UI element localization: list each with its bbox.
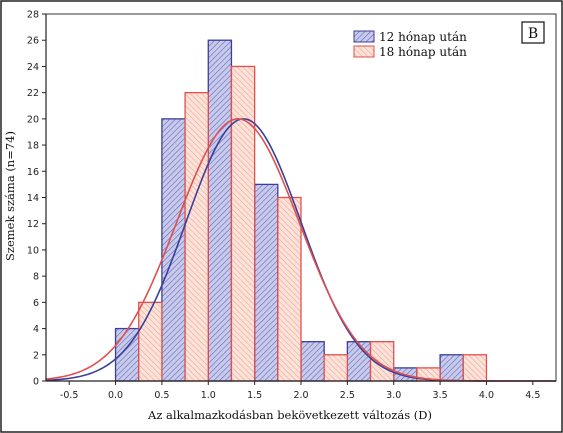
y-tick-label: 24: [27, 62, 39, 73]
x-tick-label: -0.5: [60, 390, 79, 401]
x-tick-label: 4.5: [525, 390, 540, 401]
x-tick-label: 1.0: [201, 390, 216, 401]
panel-label-box: B: [521, 21, 545, 44]
bar-18-2: [230, 65, 256, 382]
bar-18-1: [184, 91, 209, 382]
bar-18-4: [323, 354, 349, 382]
x-axis-title: Az alkalmazkodásban bekövetkezett változ…: [147, 408, 432, 422]
legend-swatch-12: [353, 30, 375, 43]
bar-12-3: [253, 183, 279, 382]
x-tick-label: 0.0: [108, 390, 123, 401]
y-tick-label: 8: [33, 272, 39, 283]
bar-18-3: [277, 196, 302, 382]
y-tick-label: 22: [27, 88, 39, 99]
y-tick-label: 26: [27, 36, 39, 47]
legend-swatch-18: [353, 45, 375, 58]
x-tick-label: 4.0: [479, 390, 494, 401]
y-tick-label: 20: [27, 114, 39, 125]
y-tick-label: 28: [27, 10, 39, 21]
axes: -0.5 0.0 0.5 1.0 1.5 2.0 2.5 3.0 3.5 4.0 4.5024681…: [27, 10, 556, 401]
y-tick-label: 14: [27, 193, 39, 204]
y-tick-label: 4: [33, 324, 39, 335]
x-tick-label: 2.0: [293, 390, 308, 401]
x-tick-label: 2.5: [340, 390, 355, 401]
x-tick-label: 3.5: [433, 390, 448, 401]
y-tick-label: 12: [27, 219, 39, 230]
y-tick-label: 6: [33, 298, 39, 309]
legend-label-12: 12 hónap után: [379, 30, 467, 44]
y-tick-label: 0: [33, 377, 39, 388]
legend-label-18: 18 hónap után: [379, 45, 467, 59]
x-tick-label: 0.5: [154, 390, 169, 401]
y-tick-label: 10: [27, 245, 39, 256]
y-axis-title: Szemek száma (n=74): [3, 131, 17, 261]
bar-18-7: [462, 354, 488, 382]
x-tick-label: 3.0: [386, 390, 401, 401]
x-tick-label: 1.5: [247, 390, 262, 401]
y-tick-label: 16: [27, 167, 39, 178]
bar-12-2: [207, 39, 233, 382]
bar-12-4: [300, 341, 325, 382]
y-tick-label: 18: [27, 141, 39, 152]
y-tick-label: 2: [33, 350, 39, 361]
bar-12-5: [346, 341, 372, 382]
panel-label: B: [528, 26, 538, 42]
bar-18-0: [138, 301, 163, 382]
legend: 12 hónap után 18 hónap után: [353, 30, 467, 59]
bar-12-7: [439, 354, 464, 382]
